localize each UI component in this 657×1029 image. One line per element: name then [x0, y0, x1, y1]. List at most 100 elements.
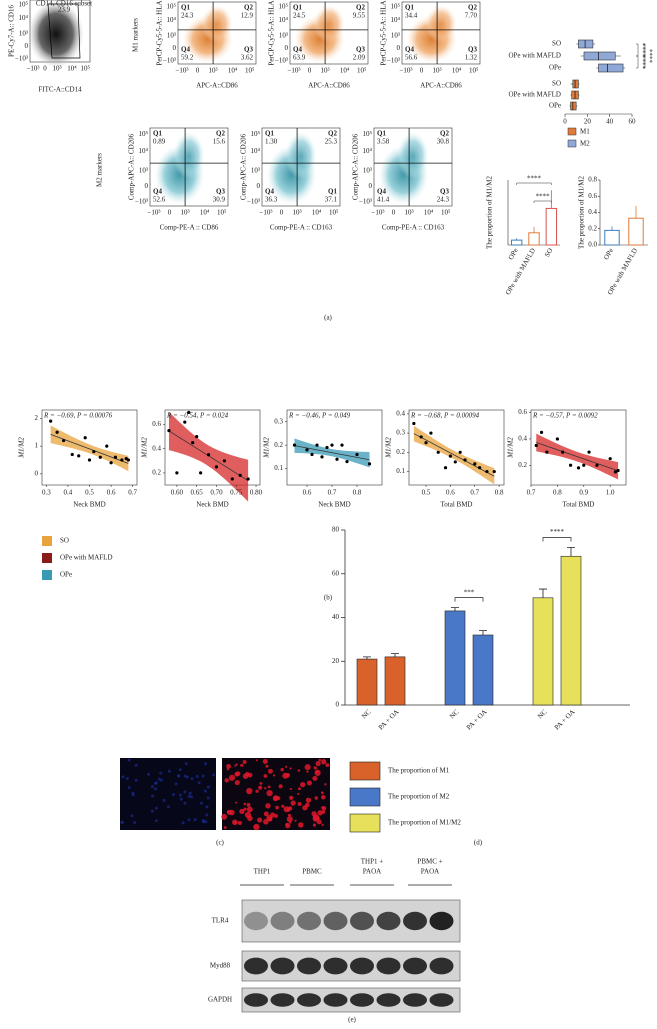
band	[297, 911, 321, 931]
stain-spot	[285, 773, 291, 778]
stain-spot	[263, 811, 269, 817]
quadrant-label: Q4	[265, 188, 274, 196]
box	[572, 79, 579, 89]
x-tick-label: 0.7	[328, 489, 337, 497]
x-tick-label: 0.5	[422, 489, 431, 497]
point	[126, 458, 130, 462]
stain-spot	[267, 817, 273, 822]
point	[545, 450, 549, 454]
x-tick-label: 0.7	[470, 489, 479, 497]
y-tick-label: 10⁴	[19, 14, 29, 22]
gate	[47, 3, 81, 59]
stain-spot	[258, 785, 263, 790]
panel-label: (d)	[474, 839, 483, 847]
x-tick-label: 10⁵	[329, 209, 339, 217]
x-tick-label: 0.7	[128, 489, 137, 497]
bracket	[636, 43, 639, 57]
y-tick-label: 20	[332, 657, 340, 665]
x-tick-label: NC	[448, 708, 461, 721]
quadrant-label: Q1	[153, 130, 162, 138]
point	[424, 441, 428, 445]
bar	[628, 217, 644, 246]
point	[485, 469, 489, 474]
nucleus	[178, 793, 182, 797]
point	[238, 473, 242, 477]
band	[323, 957, 348, 975]
stain-spot	[243, 807, 247, 811]
stain-spot	[302, 805, 308, 811]
quadrant-label: Q3	[468, 46, 477, 54]
stain-spot	[305, 797, 312, 803]
quadrant-label: Q2	[440, 130, 449, 138]
stain-spot	[232, 819, 238, 826]
box	[583, 51, 616, 61]
bar	[604, 229, 620, 246]
y-tick-label: −10³	[15, 55, 28, 63]
stain-spot	[242, 759, 247, 765]
stain-spot	[275, 805, 279, 810]
band	[429, 957, 454, 975]
y-tick-label: −10³	[387, 57, 400, 65]
point	[305, 448, 309, 452]
nucleus	[205, 805, 209, 809]
band	[297, 993, 321, 1007]
band	[270, 957, 295, 975]
bar	[356, 658, 378, 706]
box	[598, 63, 624, 73]
x-axis-label: Neck BMD	[318, 501, 350, 509]
stain-spot	[289, 788, 292, 791]
x-tick-label: 0.7	[527, 489, 536, 497]
x-axis-label: APC-A::CD86	[308, 82, 350, 90]
point	[355, 452, 359, 457]
x-tick-label: 0.8	[495, 489, 504, 497]
nucleus	[120, 820, 124, 824]
x-tick-label: PA + OA	[465, 708, 489, 732]
nucleus	[205, 813, 209, 817]
error-bar	[363, 656, 371, 660]
gate-value: 23.9	[58, 6, 71, 14]
quadrant-value: 24.3	[181, 12, 194, 20]
bracket	[516, 182, 552, 185]
stain-spot	[253, 823, 260, 831]
stain-spot	[314, 796, 319, 800]
nucleus	[184, 762, 188, 766]
y-tick-label: 10⁵	[139, 130, 149, 138]
stain-spot	[315, 761, 321, 767]
nucleus	[201, 774, 205, 778]
quadrant-label: Q3	[216, 188, 225, 196]
nucleus	[157, 777, 161, 781]
y-tick-label: 0.8	[588, 176, 597, 184]
nucleus	[204, 820, 208, 824]
stain-spot	[297, 769, 301, 772]
band	[403, 993, 427, 1007]
y-axis-label: PE-Cy7-A:: CD16	[8, 5, 16, 57]
y-tick-label: −10³	[275, 57, 288, 65]
quadrant-value: 3.62	[241, 54, 254, 62]
row-label: Myd88	[210, 962, 231, 970]
quadrant-label: Q1	[377, 130, 386, 138]
point	[55, 430, 59, 434]
x-axis-label: Comp-PE-A :: CD163	[270, 224, 333, 232]
bar	[472, 634, 494, 706]
point	[230, 477, 234, 481]
legend-label: The proportion of M1	[388, 767, 450, 775]
legend-label: The proportion of M1/M2	[388, 819, 461, 827]
point	[320, 455, 324, 459]
nucleus	[187, 818, 191, 822]
stain-spot	[285, 765, 288, 768]
x-tick-label: PA + OA	[377, 708, 401, 732]
point	[492, 469, 496, 474]
band	[270, 911, 295, 931]
y-tick-label: 0	[369, 182, 373, 190]
point	[429, 431, 433, 435]
nucleus	[172, 793, 176, 797]
point	[613, 470, 618, 474]
nucleus	[195, 774, 199, 778]
point	[187, 410, 191, 415]
stain-spot	[243, 802, 247, 806]
bracket	[542, 537, 572, 542]
nucleus	[162, 798, 166, 802]
y-tick-label: 0.3	[396, 429, 405, 437]
nucleus	[212, 773, 216, 777]
x-tick-label: 10³	[52, 65, 61, 73]
